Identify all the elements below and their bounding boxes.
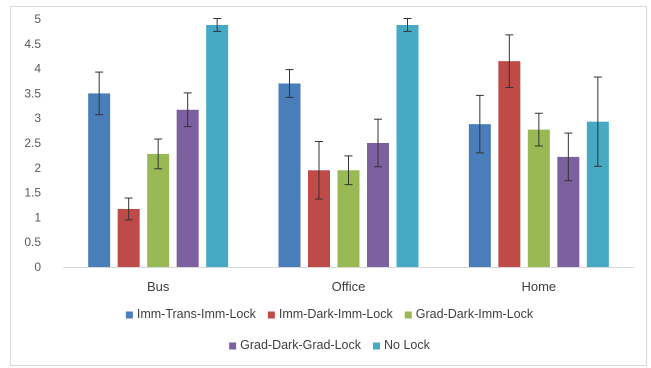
y-tick-label: 0.5	[24, 235, 41, 249]
legend-swatch	[229, 342, 237, 350]
bar	[147, 153, 170, 267]
y-tick-label: 3.5	[24, 86, 41, 100]
bar	[396, 24, 419, 268]
bar	[117, 208, 140, 267]
y-tick-label: 0	[34, 260, 41, 274]
bar	[88, 93, 111, 268]
bar	[206, 24, 229, 268]
bar	[337, 170, 360, 267]
bar	[557, 156, 580, 267]
bar	[176, 109, 199, 267]
legend-label: Imm-Dark-Imm-Lock	[279, 307, 394, 321]
bar	[468, 124, 491, 267]
x-category-label: Office	[332, 279, 366, 294]
legend-label: Imm-Trans-Imm-Lock	[137, 307, 257, 321]
chart-frame: 0 0.5 1 1.5 2 2.5 3 3.5 4 4.5 5 Bus Office Home Imm-…	[10, 6, 647, 366]
legend-label: Grad-Dark-Grad-Lock	[240, 338, 362, 352]
bar	[278, 83, 301, 267]
bar	[498, 61, 521, 267]
legend-swatch	[404, 311, 412, 319]
bar	[308, 170, 330, 267]
bar	[527, 129, 550, 267]
bar	[367, 143, 389, 267]
bar	[586, 121, 609, 267]
legend-swatch	[267, 311, 275, 319]
legend-swatch	[125, 311, 133, 319]
legend-label: No Lock	[384, 338, 431, 352]
y-tick-label: 1	[34, 210, 41, 224]
y-tick-label: 2	[34, 161, 41, 175]
legend-swatch	[373, 342, 381, 350]
y-tick-label: 4	[34, 62, 41, 76]
bar-chart: 0 0.5 1 1.5 2 2.5 3 3.5 4 4.5 5 Bus Office Home Imm-…	[24, 12, 634, 352]
y-tick-label: 4.5	[24, 37, 41, 51]
y-tick-label: 3	[34, 111, 41, 125]
legend-label: Grad-Dark-Imm-Lock	[416, 307, 534, 321]
y-tick-label: 5	[34, 12, 41, 26]
y-tick-label: 2.5	[24, 136, 41, 150]
y-tick-label: 1.5	[24, 186, 41, 200]
x-category-label: Bus	[147, 279, 170, 294]
x-category-label: Home	[521, 279, 556, 294]
